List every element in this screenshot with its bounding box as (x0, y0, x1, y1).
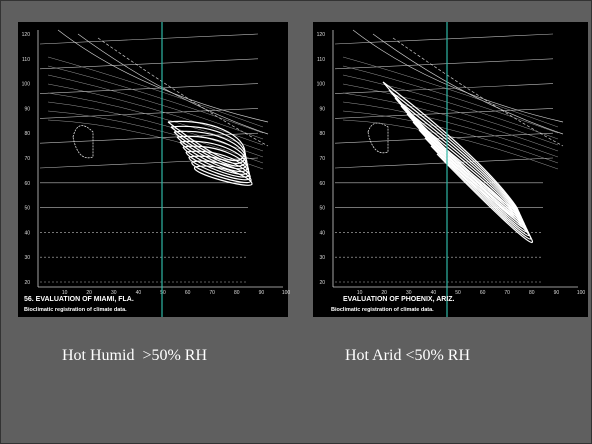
curve-line (47, 65, 264, 134)
y-tick-label: 60 (24, 181, 30, 187)
curve-line (342, 74, 559, 140)
x-tick-label: 100 (282, 290, 291, 296)
curve-line (392, 37, 564, 147)
y-tick-label: 90 (24, 106, 30, 112)
image-caption-title: EVALUATION OF PHOENIX, ARIZ. (343, 296, 455, 303)
curve-line (47, 74, 264, 140)
climate-loop (436, 153, 534, 244)
grid-line (334, 157, 554, 169)
x-tick-label: 80 (234, 290, 240, 296)
x-tick-label: 40 (136, 290, 142, 296)
x-tick-label: 70 (209, 290, 215, 296)
curve-line (47, 56, 264, 128)
y-tick-label: 20 (24, 280, 30, 286)
y-tick-label: 30 (24, 255, 30, 261)
y-tick-label: 20 (319, 280, 325, 286)
image-background (18, 22, 288, 317)
curve-line (97, 37, 269, 147)
y-tick-label: 100 (317, 82, 326, 88)
x-tick-label: 60 (185, 290, 191, 296)
x-tick-label: 90 (554, 290, 560, 296)
curve-line (342, 92, 559, 152)
y-tick-label: 70 (24, 156, 30, 162)
y-tick-label: 90 (319, 106, 325, 112)
curve-line (77, 33, 269, 135)
y-tick-label: 40 (319, 230, 325, 236)
y-tick-label: 120 (317, 32, 326, 38)
chart-image: 120 110 100 90 80 70 60 50 40 30 20 10 20 30 40 50 60 70 8… (313, 22, 588, 317)
grid-line (39, 132, 259, 144)
y-tick-label: 80 (24, 131, 30, 137)
curve-line (372, 33, 564, 135)
image-caption-subtitle: Bioclimatic registration of climate data… (331, 307, 434, 313)
x-tick-label: 40 (431, 290, 437, 296)
grid-line (334, 83, 554, 94)
y-tick-label: 40 (24, 230, 30, 236)
curve-line (57, 29, 269, 123)
panel-label: Hot Humid >50% RH (62, 347, 207, 364)
comfort-zone (72, 125, 94, 159)
curve-line (342, 101, 559, 158)
x-tick-label: 10 (62, 290, 68, 296)
comfort-zone (367, 122, 389, 154)
curve-line (47, 110, 264, 164)
x-tick-label: 70 (504, 290, 510, 296)
image-caption-subtitle: Bioclimatic registration of climate data… (24, 307, 127, 313)
y-tick-label: 110 (22, 57, 30, 63)
chart-image: 120 110 100 90 80 70 60 50 40 30 20 10 20 30 40 50 60 70 8… (18, 22, 290, 317)
grid-line (39, 58, 259, 70)
grid-line (39, 33, 259, 45)
climate-loop (167, 120, 246, 162)
curve-line (342, 110, 559, 164)
y-tick-label: 50 (319, 206, 325, 212)
image-caption-title: 56. EVALUATION OF MIAMI, FLA. (24, 296, 134, 303)
y-tick-label: 110 (317, 57, 325, 63)
curve-line (352, 29, 564, 123)
panel-label: Hot Arid <50% RH (345, 347, 470, 364)
grid-line (39, 83, 259, 94)
x-tick-label: 50 (160, 290, 166, 296)
x-tick-label: 20 (381, 290, 387, 296)
y-tick-label: 60 (319, 181, 325, 187)
x-tick-label: 90 (259, 290, 265, 296)
curve-line (342, 65, 559, 134)
climate-loop (170, 125, 246, 164)
curve-line (47, 92, 264, 152)
curve-line (342, 56, 559, 128)
y-tick-label: 100 (22, 82, 31, 88)
y-tick-label: 80 (319, 131, 325, 137)
curve-line (342, 83, 559, 146)
x-tick-label: 10 (357, 290, 363, 296)
x-tick-label: 60 (480, 290, 486, 296)
climate-loop (382, 81, 519, 212)
y-tick-label: 30 (319, 255, 325, 261)
x-tick-label: 80 (529, 290, 535, 296)
x-tick-label: 30 (111, 290, 117, 296)
x-tick-label: 30 (406, 290, 412, 296)
grid-line (334, 58, 554, 70)
y-tick-label: 50 (24, 206, 30, 212)
y-tick-label: 70 (319, 156, 325, 162)
x-tick-label: 50 (455, 290, 461, 296)
climate-loop (185, 150, 250, 178)
grid-line (334, 33, 554, 45)
x-tick-label: 20 (86, 290, 92, 296)
climate-loop (194, 165, 253, 186)
y-tick-label: 120 (22, 32, 31, 38)
x-tick-label: 100 (577, 290, 586, 296)
curve-line (342, 119, 559, 170)
image-background (313, 22, 588, 317)
